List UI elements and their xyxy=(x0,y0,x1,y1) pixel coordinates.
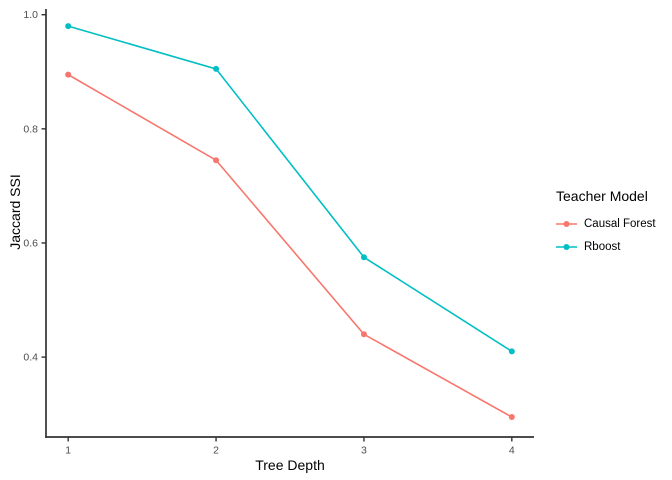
y-tick-label: 1.0 xyxy=(23,9,38,21)
y-tick-label: 0.8 xyxy=(23,123,38,135)
data-point-rboost xyxy=(360,254,367,261)
x-axis-title: Tree Depth xyxy=(255,457,325,473)
data-point-causal-forest xyxy=(213,157,220,164)
legend: Teacher Model Causal Forest Rboost xyxy=(556,188,656,258)
axes: 0.4 0.6 0.8 1.0 1 2 3 4 xyxy=(23,9,534,457)
legend-key-causal-forest-icon xyxy=(556,220,577,227)
y-tick-label: 0.6 xyxy=(23,237,38,249)
y-axis-title: Jaccard SSI xyxy=(7,174,23,250)
legend-title: Teacher Model xyxy=(556,188,648,204)
data-point-causal-forest xyxy=(508,414,515,421)
series-rboost xyxy=(65,23,515,355)
legend-label-rboost: Rboost xyxy=(584,240,621,253)
data-point-rboost xyxy=(213,65,220,72)
x-tick-label: 3 xyxy=(361,445,367,457)
legend-item-rboost: Rboost xyxy=(556,235,656,258)
series-causal-forest xyxy=(65,71,515,421)
data-point-rboost xyxy=(65,23,72,30)
legend-item-causal-forest: Causal Forest xyxy=(556,212,656,235)
data-point-causal-forest xyxy=(65,71,72,78)
x-tick-label: 1 xyxy=(65,445,71,457)
series-line-rboost xyxy=(67,25,513,353)
legend-label-causal-forest: Causal Forest xyxy=(584,217,656,230)
x-tick-label: 4 xyxy=(509,445,515,457)
data-point-rboost xyxy=(508,348,515,355)
legend-key-rboost-icon xyxy=(556,243,577,250)
x-tick-label: 2 xyxy=(213,445,219,457)
series-line-causal-forest xyxy=(67,73,513,418)
data-point-causal-forest xyxy=(360,331,367,338)
y-tick-label: 0.4 xyxy=(23,352,38,364)
